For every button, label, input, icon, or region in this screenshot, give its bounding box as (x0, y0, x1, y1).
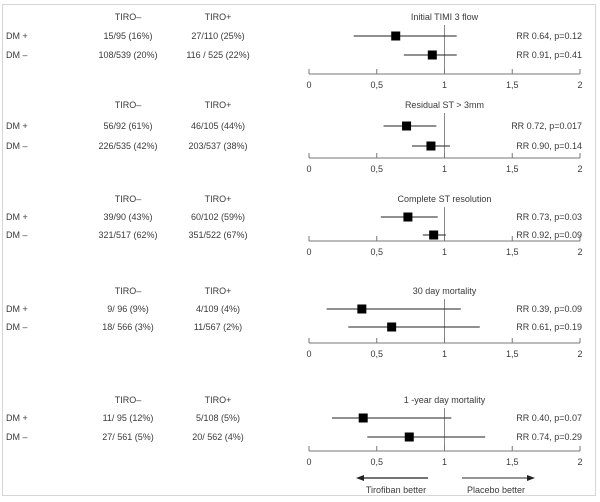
cell-tiro-plus: 351/522 (67%) (188, 230, 247, 240)
cell-tiro-minus: 9/ 96 (9%) (107, 304, 149, 314)
x-tick-label: 0 (306, 349, 311, 359)
label-tirofiban-better: Tirofiban better (366, 485, 426, 495)
rr-annotation: RR 0.64, p=0.12 (516, 31, 582, 41)
cell-tiro-minus: 15/95 (16%) (103, 31, 152, 41)
arrow-right-icon (527, 475, 535, 481)
panel-title: 30 day mortality (413, 286, 477, 296)
column-header-tiro-minus: TIRO– (115, 395, 142, 405)
cell-tiro-minus: 39/90 (43%) (103, 212, 152, 222)
cell-tiro-plus: 11/567 (2%) (194, 322, 242, 332)
panel-title: 1 -year day mortality (404, 395, 486, 405)
row-label: DM + (6, 304, 28, 314)
x-tick-label: 0 (306, 80, 311, 90)
column-header-tiro-minus: TIRO– (115, 12, 142, 22)
panel-title: Initial TIMI 3 flow (411, 12, 479, 22)
x-tick-label: 1 (442, 80, 447, 90)
label-placebo-better: Placebo better (467, 485, 525, 495)
point-estimate (387, 322, 397, 332)
rr-annotation: RR 0.74, p=0.29 (516, 432, 582, 442)
point-estimate (427, 50, 437, 60)
row-label: DM + (6, 31, 28, 41)
arrow-left-icon (356, 475, 364, 481)
x-tick-label: 1,5 (506, 349, 519, 359)
x-tick-label: 0,5 (370, 80, 383, 90)
x-tick-label: 0,5 (370, 164, 383, 174)
cell-tiro-minus: 56/92 (61%) (103, 121, 152, 131)
cell-tiro-minus: 226/535 (42%) (98, 141, 157, 151)
x-tick-label: 0,5 (370, 247, 383, 257)
cell-tiro-minus: 27/ 561 (5%) (102, 432, 154, 442)
rr-annotation: RR 0.72, p=0.017 (511, 121, 582, 131)
x-tick-label: 2 (577, 349, 582, 359)
cell-tiro-plus: 46/105 (44%) (191, 121, 245, 131)
rr-annotation: RR 0.90, p=0.14 (516, 141, 582, 151)
rr-annotation: RR 0.40, p=0.07 (516, 413, 582, 423)
point-estimate (429, 230, 439, 240)
cell-tiro-minus: 108/539 (20%) (98, 50, 157, 60)
figure-frame (2, 4, 596, 496)
row-label: DM – (6, 141, 28, 151)
rr-annotation: RR 0.91, p=0.41 (516, 50, 582, 60)
panel-title: Residual ST > 3mm (405, 100, 484, 110)
point-estimate (357, 304, 367, 314)
column-header-tiro-plus: TIRO+ (205, 286, 232, 296)
row-label: DM – (6, 50, 28, 60)
cell-tiro-plus: 4/109 (4%) (196, 304, 240, 314)
cell-tiro-plus: 203/537 (38%) (188, 141, 247, 151)
x-tick-label: 1,5 (506, 247, 519, 257)
x-tick-label: 1,5 (506, 80, 519, 90)
row-label: DM + (6, 212, 28, 222)
point-estimate (402, 121, 412, 131)
column-header-tiro-plus: TIRO+ (205, 100, 232, 110)
rr-annotation: RR 0.39, p=0.09 (516, 304, 582, 314)
x-tick-label: 0 (306, 247, 311, 257)
row-label: DM – (6, 230, 28, 240)
x-tick-label: 2 (577, 164, 582, 174)
x-tick-label: 0,5 (370, 457, 383, 467)
x-tick-label: 0 (306, 457, 311, 467)
cell-tiro-plus: 5/108 (5%) (196, 413, 240, 423)
cell-tiro-minus: 18/ 566 (3%) (102, 322, 154, 332)
x-tick-label: 2 (577, 247, 582, 257)
cell-tiro-plus: 60/102 (59%) (191, 212, 245, 222)
x-tick-label: 1 (442, 349, 447, 359)
x-tick-label: 1 (442, 247, 447, 257)
x-tick-label: 1 (442, 164, 447, 174)
x-tick-label: 2 (577, 457, 582, 467)
column-header-tiro-minus: TIRO– (115, 194, 142, 204)
row-label: DM + (6, 121, 28, 131)
x-tick-label: 0 (306, 164, 311, 174)
point-estimate (404, 432, 414, 442)
row-label: DM – (6, 322, 28, 332)
x-tick-label: 2 (577, 80, 582, 90)
point-estimate (403, 212, 413, 222)
row-label: DM – (6, 432, 28, 442)
cell-tiro-plus: 116 / 525 (22%) (186, 50, 249, 60)
cell-tiro-plus: 27/110 (25%) (191, 31, 244, 41)
rr-annotation: RR 0.92, p=0.09 (516, 230, 582, 240)
cell-tiro-minus: 11/ 95 (12%) (103, 413, 154, 423)
column-header-tiro-minus: TIRO– (115, 100, 142, 110)
x-tick-label: 1 (442, 457, 447, 467)
column-header-tiro-minus: TIRO– (115, 286, 142, 296)
column-header-tiro-plus: TIRO+ (205, 194, 232, 204)
panel-title: Complete ST resolution (398, 194, 492, 204)
point-estimate (391, 31, 401, 41)
cell-tiro-minus: 321/517 (62%) (98, 230, 157, 240)
column-header-tiro-plus: TIRO+ (205, 395, 232, 405)
cell-tiro-plus: 20/ 562 (4%) (192, 432, 244, 442)
rr-annotation: RR 0.61, p=0.19 (516, 322, 582, 332)
row-label: DM + (6, 413, 28, 423)
rr-annotation: RR 0.73, p=0.03 (516, 212, 582, 222)
x-tick-label: 1,5 (506, 457, 519, 467)
x-tick-label: 0,5 (370, 349, 383, 359)
column-header-tiro-plus: TIRO+ (205, 12, 232, 22)
point-estimate (358, 413, 368, 423)
x-tick-label: 1,5 (506, 164, 519, 174)
point-estimate (426, 141, 436, 151)
